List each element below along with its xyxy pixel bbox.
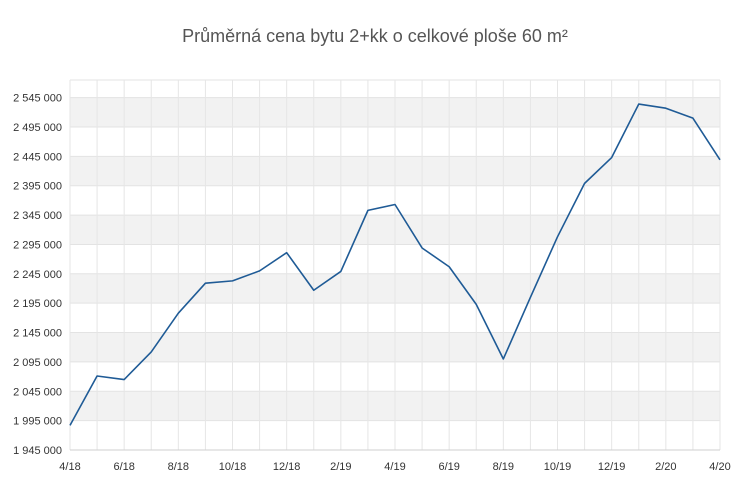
y-tick-label: 2 295 000	[13, 239, 62, 251]
y-tick-label: 2 545 000	[13, 93, 62, 105]
y-tick-label: 2 395 000	[13, 181, 62, 193]
y-tick-label: 1 995 000	[13, 416, 62, 428]
y-tick-label: 2 145 000	[13, 328, 62, 340]
x-tick-label: 10/18	[219, 461, 247, 473]
x-tick-label: 12/19	[598, 461, 626, 473]
x-tick-label: 6/19	[438, 461, 459, 473]
series-line	[69, 103, 721, 426]
series-layer	[69, 103, 721, 426]
x-tick-label: 6/18	[113, 461, 134, 473]
x-axis: 4/18 6/18 8/18 10/18 12/18 2/19 4/19 6/19 8/19 10…	[59, 461, 730, 473]
y-tick-label: 2 445 000	[13, 151, 62, 163]
x-tick-label: 2/19	[330, 461, 351, 473]
x-tick-label: 2/20	[655, 461, 676, 473]
x-tick-label: 8/18	[168, 461, 189, 473]
y-tick-label: 1 945 000	[13, 445, 62, 457]
y-tick-label: 2 245 000	[13, 269, 62, 281]
gridlines	[69, 79, 721, 451]
y-axis: 1 945 000 1 995 000 2 045 000 2 095 000 2 14…	[13, 93, 62, 457]
x-tick-label: 8/19	[493, 461, 514, 473]
x-tick-label: 12/18	[273, 461, 301, 473]
x-tick-label: 10/19	[544, 461, 572, 473]
y-tick-label: 2 045 000	[13, 386, 62, 398]
y-tick-label: 2 495 000	[13, 122, 62, 134]
y-tick-label: 2 345 000	[13, 210, 62, 222]
x-tick-label: 4/20	[709, 461, 730, 473]
y-tick-label: 2 195 000	[13, 298, 62, 310]
chart-title: Průměrná cena bytu 2+kk o celkové ploše …	[182, 26, 568, 46]
y-tick-label: 2 095 000	[13, 357, 62, 369]
x-tick-label: 4/18	[59, 461, 80, 473]
x-tick-label: 4/19	[384, 461, 405, 473]
